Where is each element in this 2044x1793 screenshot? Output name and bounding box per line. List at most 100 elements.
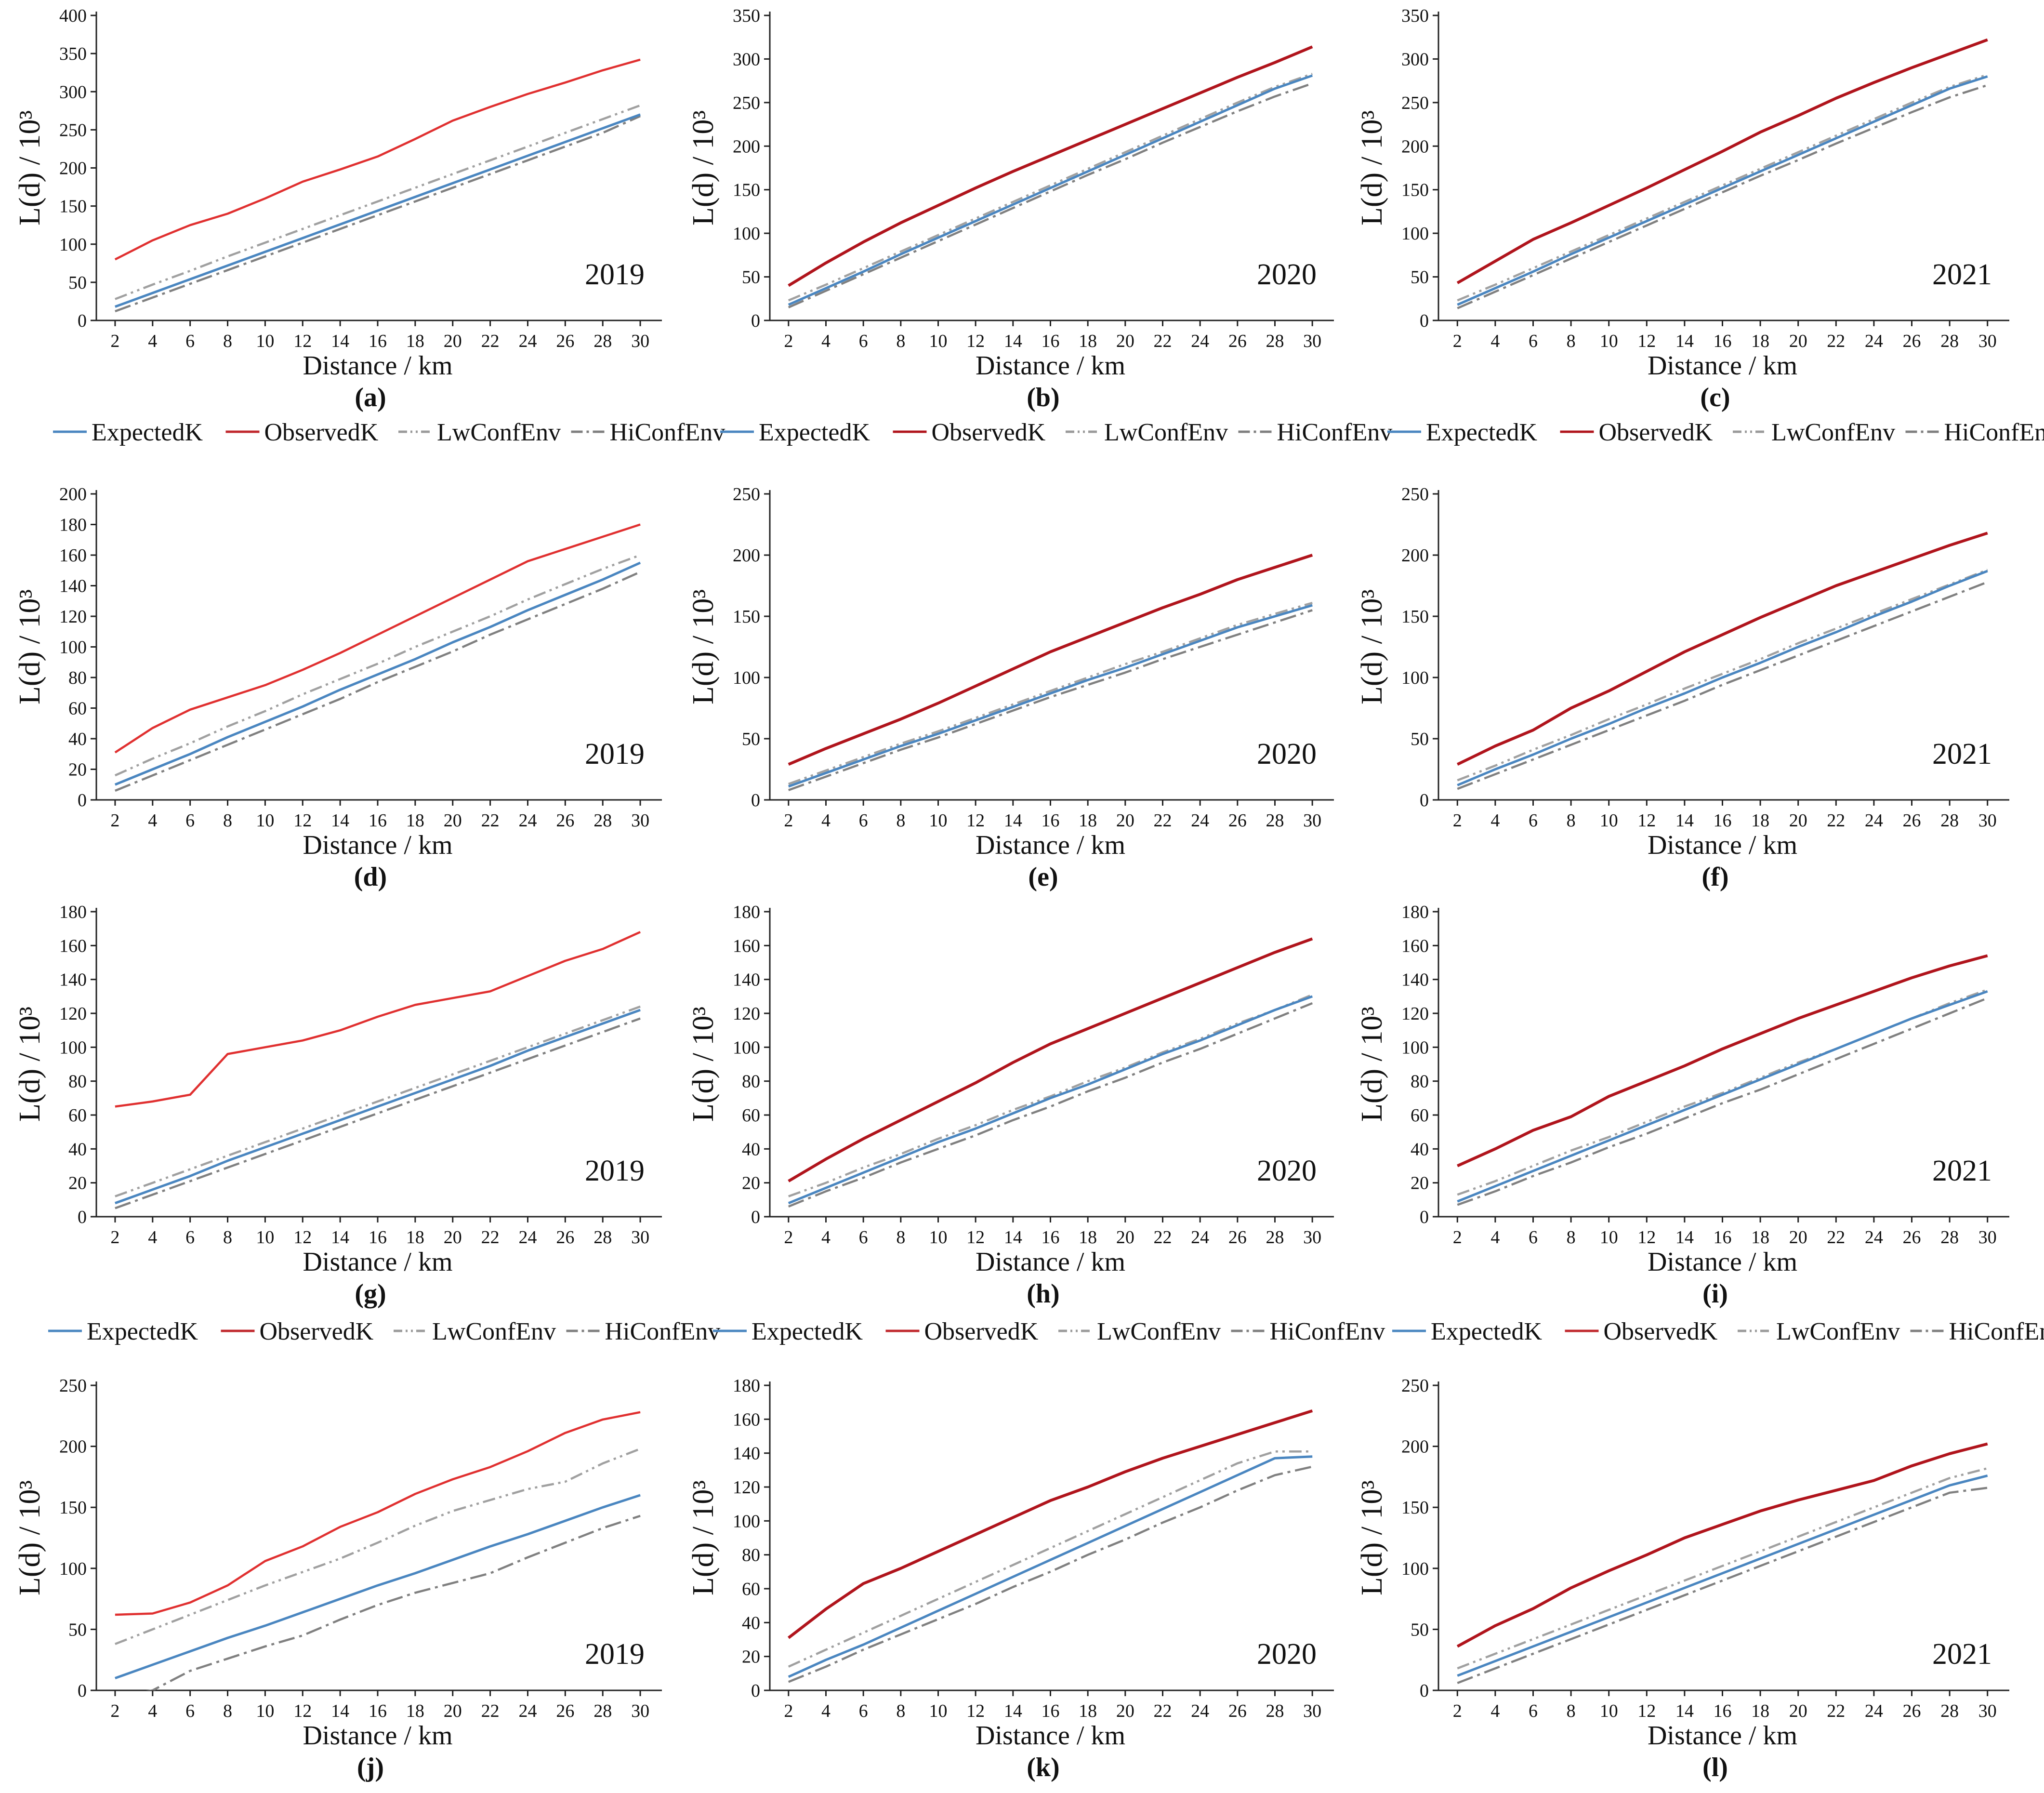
x-tick-label: 12 (966, 810, 985, 831)
x-tick-label: 10 (256, 331, 274, 351)
y-tick-label: 250 (733, 484, 760, 505)
y-tick-label: 100 (59, 1037, 87, 1058)
y-tick-label: 40 (742, 1139, 760, 1159)
legend-label-lwconfenv: LwConfEnv (1776, 1318, 1900, 1345)
x-tick-label: 30 (1303, 331, 1321, 351)
panel-label: (c) (1700, 383, 1730, 412)
legend-label-expectedk: ExpectedK (87, 1318, 198, 1345)
x-tick-label: 14 (1004, 1701, 1022, 1721)
y-axis-title: L(d) / 10³ (687, 110, 720, 226)
y-tick-label: 160 (1401, 936, 1429, 956)
legend-label-hiconfenv: HiConfEnv (1944, 419, 2044, 446)
y-tick-label: 200 (1401, 1437, 1429, 1457)
x-tick-label: 14 (1004, 810, 1022, 831)
y-tick-label: 120 (59, 1004, 87, 1024)
x-tick-label: 30 (631, 331, 649, 351)
x-tick-label: 24 (518, 1701, 537, 1721)
x-tick-label: 20 (1116, 810, 1134, 831)
y-tick-label: 0 (1420, 1207, 1429, 1227)
x-tick-label: 14 (1675, 1701, 1694, 1721)
x-tick-label: 10 (1600, 810, 1618, 831)
x-tick-label: 30 (1978, 810, 1997, 831)
series-group (114, 523, 641, 792)
x-tick-label: 26 (556, 331, 574, 351)
x-tick-label: 30 (1978, 1701, 1997, 1721)
x-tick-label: 26 (556, 810, 574, 831)
legend-row-0-2: ExpectedK ObservedK LwConfEnv HiConfEnv (1387, 419, 2044, 446)
y-tick-label: 40 (742, 1613, 760, 1633)
panel-label: (d) (354, 862, 387, 892)
x-tick-label: 12 (1637, 1701, 1656, 1721)
x-tick-label: 16 (1714, 810, 1732, 831)
x-tick-label: 24 (1865, 331, 1883, 351)
x-tick-label: 24 (1865, 810, 1883, 831)
y-tick-label: 150 (733, 180, 760, 200)
year-label: 2019 (585, 1638, 645, 1671)
legend-label-hiconfenv: HiConfEnv (1949, 1318, 2044, 1345)
x-tick-label: 16 (369, 1701, 387, 1721)
x-tick-label: 18 (406, 810, 424, 831)
legend-layer: ExpectedK ObservedK LwConfEnv HiConfEnv Expe… (48, 419, 2044, 1345)
x-tick-label: 6 (1529, 1227, 1538, 1248)
x-tick-label: 18 (1751, 1227, 1769, 1248)
y-tick-label: 200 (59, 1437, 87, 1457)
y-tick-label: 0 (1420, 790, 1429, 810)
x-tick-label: 26 (556, 1701, 574, 1721)
x-tick-label: 26 (1228, 1227, 1247, 1248)
x-tick-label: 6 (1529, 331, 1538, 351)
x-tick-label: 20 (1789, 331, 1807, 351)
series-line-lwconfenv (788, 73, 1313, 302)
panel-label: (j) (357, 1753, 384, 1782)
x-tick-label: 2 (1453, 1227, 1462, 1248)
x-tick-label: 10 (929, 1701, 948, 1721)
x-tick-label: 6 (859, 331, 868, 351)
y-tick-label: 20 (742, 1173, 760, 1194)
x-tick-label: 10 (929, 810, 948, 831)
x-tick-label: 18 (1079, 810, 1097, 831)
legend-label-lwconfenv: LwConfEnv (1104, 419, 1228, 446)
y-tick-label: 200 (1401, 136, 1429, 157)
x-axis-title: Distance / km (1648, 830, 1797, 860)
y-tick-label: 0 (751, 311, 760, 331)
year-label: 2019 (585, 258, 645, 291)
y-tick-label: 40 (68, 1139, 87, 1159)
x-tick-label: 26 (1228, 331, 1247, 351)
x-tick-label: 10 (1600, 1701, 1618, 1721)
x-tick-label: 26 (1228, 1701, 1247, 1721)
y-tick-label: 160 (733, 936, 760, 956)
x-tick-label: 6 (859, 1227, 868, 1248)
y-tick-label: 60 (742, 1579, 760, 1599)
x-tick-label: 12 (293, 331, 312, 351)
x-tick-label: 10 (256, 810, 274, 831)
y-tick-label: 120 (733, 1004, 760, 1024)
y-tick-label: 0 (78, 311, 87, 331)
y-tick-label: 120 (1401, 1004, 1429, 1024)
series-line-hiconfenv (788, 1002, 1313, 1208)
x-tick-label: 16 (1042, 331, 1060, 351)
x-tick-label: 12 (293, 1701, 312, 1721)
panel-label: (l) (1702, 1753, 1728, 1782)
x-tick-label: 14 (331, 1701, 349, 1721)
y-tick-label: 120 (59, 607, 87, 627)
x-tick-label: 22 (481, 331, 500, 351)
x-tick-label: 22 (1827, 810, 1845, 831)
x-tick-label: 12 (293, 810, 312, 831)
y-tick-label: 150 (1401, 180, 1429, 200)
x-tick-label: 4 (1490, 1227, 1500, 1248)
x-tick-label: 10 (1600, 1227, 1618, 1248)
y-axis-title: L(d) / 10³ (1356, 1007, 1388, 1122)
y-tick-label: 250 (733, 93, 760, 113)
x-tick-label: 24 (518, 810, 537, 831)
x-tick-label: 6 (859, 1701, 868, 1721)
series-group (788, 554, 1313, 791)
legend-label-lwconfenv: LwConfEnv (432, 1318, 556, 1345)
x-tick-label: 18 (1079, 1227, 1097, 1248)
x-tick-label: 12 (966, 331, 985, 351)
x-tick-label: 6 (185, 810, 195, 831)
y-axis-title: L(d) / 10³ (13, 1480, 46, 1595)
series-group (788, 937, 1313, 1208)
legend-label-hiconfenv: HiConfEnv (1270, 1318, 1385, 1345)
x-axis-title: Distance / km (1648, 1721, 1797, 1751)
